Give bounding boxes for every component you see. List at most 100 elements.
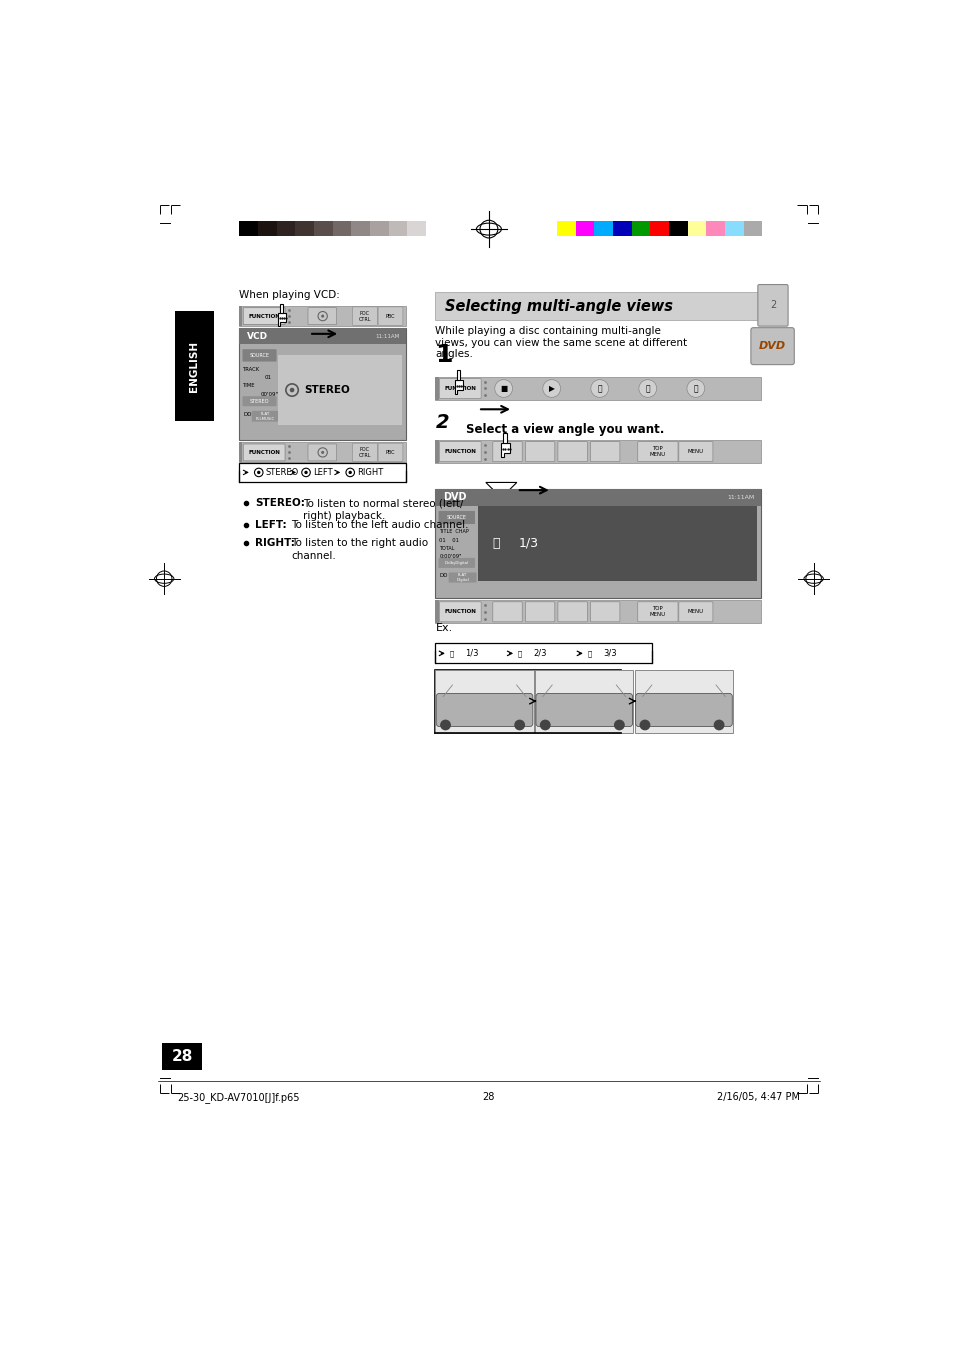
Text: TOP
MENU: TOP MENU: [649, 446, 665, 457]
Text: LEFT: LEFT: [313, 467, 333, 477]
Polygon shape: [500, 443, 509, 457]
Text: 1/3: 1/3: [464, 648, 477, 658]
Text: FUNCTION: FUNCTION: [444, 449, 476, 454]
Text: RIGHT:: RIGHT:: [254, 538, 294, 549]
FancyBboxPatch shape: [308, 444, 336, 461]
Bar: [174, 312, 213, 422]
FancyBboxPatch shape: [525, 601, 555, 621]
FancyBboxPatch shape: [436, 693, 533, 727]
FancyBboxPatch shape: [493, 601, 521, 621]
Bar: [435, 440, 438, 463]
FancyBboxPatch shape: [377, 443, 402, 462]
FancyBboxPatch shape: [438, 511, 475, 524]
Bar: [257, 220, 276, 236]
Bar: [295, 220, 314, 236]
Text: VCD: VCD: [247, 331, 268, 340]
FancyBboxPatch shape: [590, 442, 619, 462]
FancyBboxPatch shape: [439, 378, 480, 399]
Text: POC
CTRL: POC CTRL: [358, 311, 371, 322]
Bar: [239, 442, 406, 462]
Text: ⏭: ⏭: [693, 384, 698, 393]
FancyBboxPatch shape: [558, 601, 587, 621]
Bar: [613, 220, 631, 236]
FancyBboxPatch shape: [243, 444, 285, 461]
FancyBboxPatch shape: [308, 308, 336, 324]
Circle shape: [539, 720, 550, 731]
Text: 28: 28: [172, 1048, 193, 1065]
Circle shape: [614, 720, 624, 731]
Text: PBC: PBC: [385, 450, 395, 455]
Text: MENU: MENU: [687, 449, 703, 454]
Bar: [239, 328, 406, 345]
Text: ■: ■: [499, 384, 507, 393]
Bar: [634, 670, 732, 732]
Text: Select a view angle you want.: Select a view angle you want.: [466, 423, 664, 436]
FancyBboxPatch shape: [635, 693, 732, 727]
FancyBboxPatch shape: [435, 643, 652, 663]
FancyBboxPatch shape: [637, 601, 678, 621]
Text: TRACK: TRACK: [243, 366, 260, 372]
FancyBboxPatch shape: [493, 442, 521, 462]
Polygon shape: [273, 357, 298, 373]
FancyBboxPatch shape: [239, 463, 406, 482]
FancyBboxPatch shape: [679, 442, 712, 462]
FancyBboxPatch shape: [448, 573, 476, 582]
Text: To listen to normal stereo (left/: To listen to normal stereo (left/: [303, 499, 463, 508]
Text: DD: DD: [243, 412, 252, 417]
Text: Selecting multi-angle views: Selecting multi-angle views: [444, 299, 672, 313]
Text: DolbyDigital: DolbyDigital: [444, 561, 468, 565]
Text: DD: DD: [439, 573, 447, 578]
Bar: [724, 220, 743, 236]
Circle shape: [304, 470, 308, 474]
Text: 25-30_KD-AV7010[J]f.p65: 25-30_KD-AV7010[J]f.p65: [177, 1092, 299, 1104]
FancyBboxPatch shape: [242, 396, 276, 407]
Circle shape: [514, 720, 524, 731]
Circle shape: [321, 451, 324, 454]
Text: Ex.: Ex.: [435, 623, 453, 632]
Bar: [594, 220, 613, 236]
Text: TIME: TIME: [243, 382, 255, 388]
Bar: [435, 600, 438, 623]
Bar: [435, 377, 438, 400]
Bar: [239, 307, 406, 326]
Circle shape: [439, 720, 451, 731]
FancyBboxPatch shape: [439, 601, 480, 621]
Circle shape: [590, 380, 608, 397]
Text: 3/3: 3/3: [602, 648, 616, 658]
Circle shape: [321, 315, 324, 317]
Text: To listen to the right audio: To listen to the right audio: [291, 538, 428, 549]
Bar: [631, 220, 650, 236]
Text: STEREO: STEREO: [250, 399, 269, 404]
Text: ⏮: ⏮: [645, 384, 649, 393]
Text: channel.: channel.: [291, 551, 335, 561]
FancyBboxPatch shape: [439, 442, 480, 462]
Text: 🎥: 🎥: [449, 650, 454, 657]
Text: FUNCTION: FUNCTION: [248, 450, 280, 455]
Bar: [239, 328, 406, 440]
FancyBboxPatch shape: [536, 693, 632, 727]
Bar: [278, 355, 402, 424]
Bar: [426, 220, 444, 236]
Text: DVD: DVD: [759, 342, 785, 351]
Text: FLAT
PLLMUSIC: FLAT PLLMUSIC: [255, 412, 274, 420]
Text: When playing VCD:: When playing VCD:: [239, 290, 340, 300]
Bar: [239, 220, 257, 236]
Bar: [407, 220, 426, 236]
Bar: [239, 442, 242, 462]
Bar: [435, 440, 760, 463]
Text: TOTAL: TOTAL: [439, 546, 455, 551]
Text: PBC: PBC: [385, 313, 395, 319]
FancyBboxPatch shape: [242, 349, 276, 362]
Text: 2/16/05, 4:47 PM: 2/16/05, 4:47 PM: [717, 1092, 800, 1102]
Bar: [370, 220, 388, 236]
Bar: [477, 505, 757, 581]
FancyBboxPatch shape: [637, 442, 678, 462]
Text: While playing a disc containing multi-angle
views, you can view the same scene a: While playing a disc containing multi-an…: [435, 326, 687, 359]
Circle shape: [639, 720, 650, 731]
Text: 📹: 📹: [492, 536, 499, 550]
Bar: [276, 220, 295, 236]
Bar: [435, 670, 533, 732]
Bar: [650, 220, 668, 236]
Text: 1: 1: [435, 343, 453, 367]
Bar: [435, 377, 760, 400]
